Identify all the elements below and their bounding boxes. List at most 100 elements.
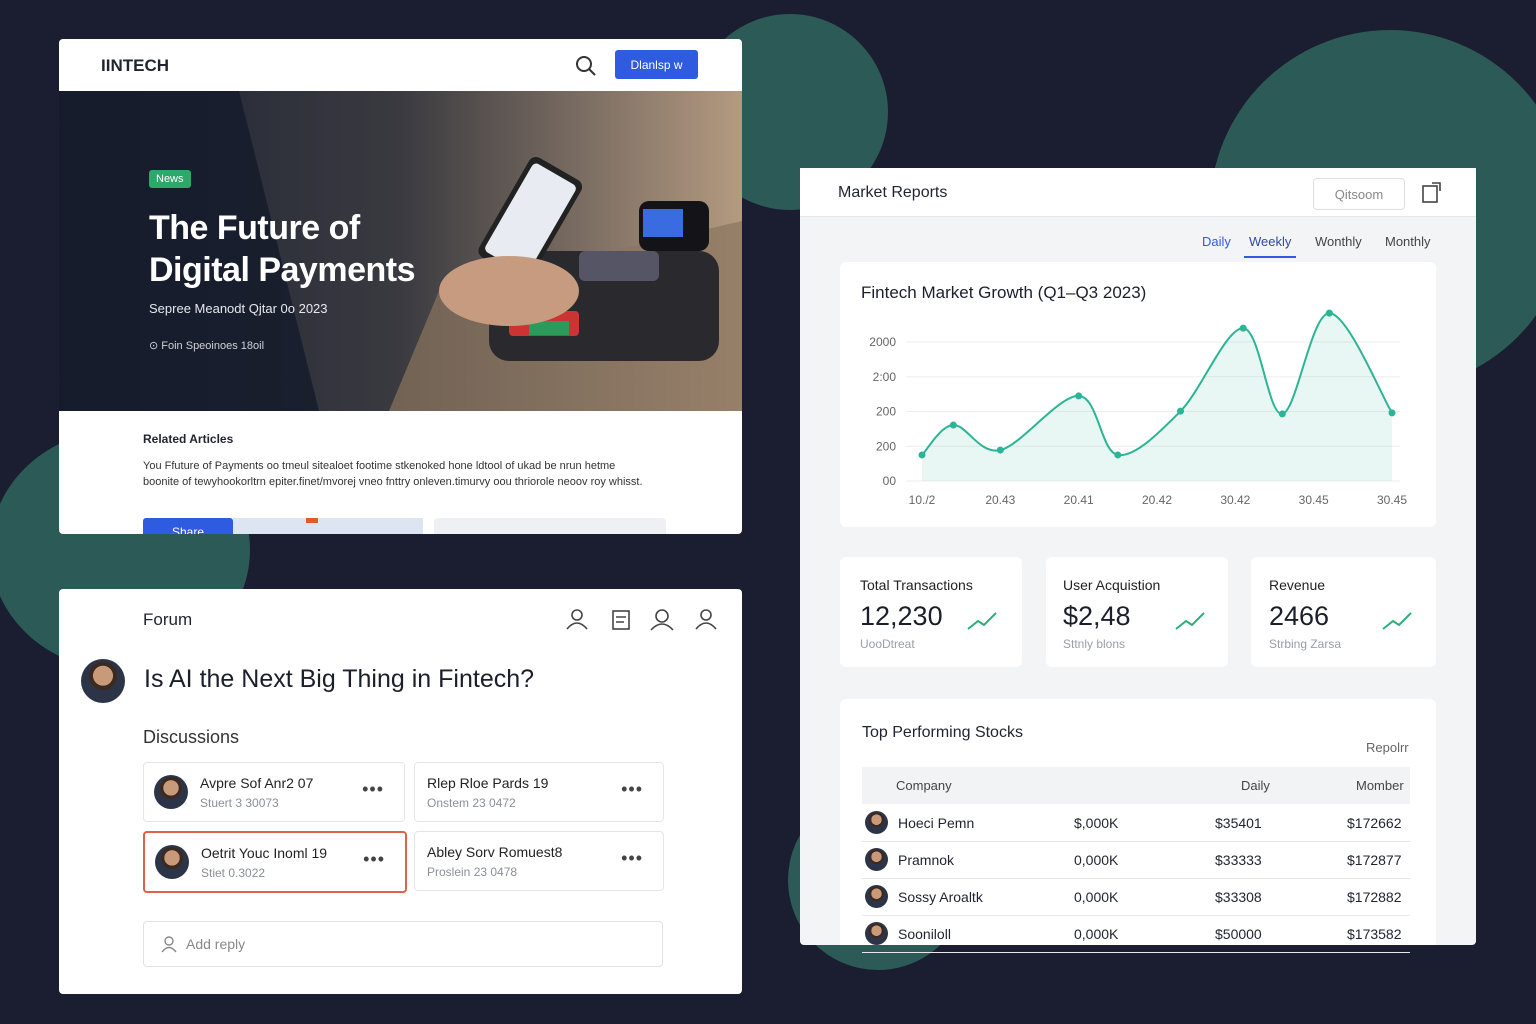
- table-row[interactable]: Hoeci Pemn $,000K $35401 $172662: [862, 804, 1410, 842]
- hero-title: The Future of Digital Payments: [149, 209, 415, 289]
- tab-underline: [1244, 256, 1296, 258]
- export-icon[interactable]: [1420, 180, 1444, 206]
- search-icon[interactable]: [575, 55, 597, 77]
- thread[interactable]: Rlep Rloe Pards 19 Onstem 23 0472 •••: [414, 762, 664, 822]
- thread-meta: Onstem 23 0472: [427, 796, 516, 810]
- thread[interactable]: Abley Sorv Romuest8 Proslein 23 0478 •••: [414, 831, 664, 891]
- column-header: Company: [896, 778, 952, 793]
- y-tick-label: 200: [876, 405, 896, 419]
- trend-icon: [967, 612, 997, 630]
- point: [1325, 309, 1333, 317]
- kpi-sub: Strbing Zarsa: [1269, 637, 1342, 651]
- hero-meta: ⊙ Foin Speoinoes 18oil: [149, 340, 265, 352]
- line: [921, 312, 1393, 456]
- table-header: Company Daily Momber: [862, 767, 1410, 804]
- x-tick-label: 20.41: [1064, 493, 1094, 507]
- table-cell: $33308: [1215, 889, 1262, 905]
- table-cell: $50000: [1215, 926, 1262, 942]
- kpi-card: User Acquistion $2,48 Sttnly blons: [1046, 557, 1228, 667]
- kpi-sub: UooDtreat: [860, 637, 915, 651]
- x-tick-label: 20.42: [1142, 493, 1172, 507]
- line-area: [922, 313, 1392, 481]
- table-cell: $172882: [1347, 889, 1402, 905]
- trend-icon: [1382, 612, 1412, 630]
- hero-image: [59, 91, 742, 411]
- x-tick-label: 30.42: [1220, 493, 1250, 507]
- point: [1114, 451, 1122, 459]
- market-title: Market Reports: [838, 184, 948, 201]
- company-avatar: [865, 885, 888, 908]
- discussions-heading: Discussions: [143, 727, 240, 747]
- table-cell: $173582: [1347, 926, 1402, 942]
- thread-name: Oetrit Youc Inoml 19: [201, 845, 328, 861]
- table-cell: $35401: [1215, 815, 1262, 831]
- trend-icon: [1175, 612, 1205, 630]
- more-icon[interactable]: •••: [621, 779, 643, 799]
- brand: IINTECH: [101, 56, 169, 75]
- tab[interactable]: Weekly: [1249, 234, 1292, 249]
- thread-avatar: [154, 775, 188, 809]
- column-header: Daily: [1241, 778, 1270, 793]
- point: [1177, 407, 1184, 415]
- thread-meta: Stuert 3 30073: [200, 796, 279, 810]
- table-row[interactable]: Sossy Aroaltk 0,000K $33308 $172882: [862, 878, 1410, 916]
- y-tick-label: 200: [876, 439, 896, 453]
- kpi-card: Revenue 2466 Strbing Zarsa: [1251, 557, 1436, 667]
- y-tick-label: 2:00: [873, 370, 897, 384]
- tab[interactable]: Daily: [1202, 234, 1231, 249]
- hero-subtitle: Sepree Meanodt Qjtar 0o 2023: [149, 301, 328, 316]
- chart-panel: [840, 262, 1436, 527]
- forum-question: Is AI the Next Big Thing in Fintech?: [144, 665, 535, 693]
- market-header: [800, 168, 1476, 217]
- point: [996, 446, 1004, 454]
- kpi-value: 2466: [1269, 601, 1330, 631]
- table-cell: 0,000K: [1074, 926, 1119, 942]
- thread-meta: Proslein 23 0478: [427, 865, 518, 879]
- kpi-value: $2,48: [1063, 601, 1131, 631]
- tag: News: [149, 170, 191, 188]
- share-button[interactable]: Share: [143, 518, 233, 534]
- x-tick-label: 30.45: [1377, 493, 1407, 507]
- kpi-sub: Sttnly blons: [1063, 637, 1126, 651]
- placeholder-bar: [434, 518, 666, 534]
- stocks-link[interactable]: Repolrr: [1366, 740, 1409, 755]
- point: [1278, 410, 1286, 418]
- x-tick-label: 20.43: [985, 493, 1015, 507]
- company-avatar: [865, 811, 888, 834]
- forum-card: Forum Is AI the Next Big Thing in Fintec…: [59, 589, 742, 994]
- thread-name: Avpre Sof Anr2 07: [200, 775, 314, 791]
- table-row[interactable]: Pramnok 0,000K $33333 $172877: [862, 841, 1410, 879]
- thread-name: Rlep Rloe Pards 19: [427, 775, 549, 791]
- placeholder-accent: [306, 518, 318, 523]
- header-button[interactable]: Dlanlsp w: [615, 50, 698, 79]
- table-cell: Pramnok: [898, 852, 955, 868]
- table-cell: Sossy Aroaltk: [898, 889, 983, 905]
- table-cell: Hoeci Pemn: [898, 815, 975, 831]
- more-icon[interactable]: •••: [621, 848, 643, 868]
- table-cell: $172877: [1347, 852, 1402, 868]
- x-tick-label: 30.45: [1299, 493, 1329, 507]
- kpi-card: Total Transactions 12,230 UooDtreat: [840, 557, 1022, 667]
- column-header: Momber: [1356, 778, 1404, 793]
- thread-selected[interactable]: Oetrit Youc Inoml 19 Stiet 0.3022 •••: [143, 831, 407, 893]
- reply-input[interactable]: Add reply: [143, 921, 663, 967]
- table-cell: 0,000K: [1074, 852, 1119, 868]
- tab[interactable]: Wonthly: [1315, 234, 1362, 249]
- more-icon[interactable]: •••: [363, 849, 385, 869]
- forum-icons[interactable]: [564, 607, 724, 633]
- more-icon[interactable]: •••: [362, 779, 384, 799]
- table-row[interactable]: Sooniloll 0,000K $50000 $173582: [862, 915, 1410, 953]
- search-box[interactable]: Qitsoom: [1313, 178, 1405, 210]
- thread-avatar: [155, 845, 189, 879]
- kpi-label: Total Transactions: [860, 577, 973, 593]
- table-cell: Sooniloll: [898, 926, 951, 942]
- table-cell: $172662: [1347, 815, 1402, 831]
- point: [1388, 409, 1396, 417]
- kpi-label: Revenue: [1269, 577, 1326, 593]
- tab[interactable]: Monthly: [1385, 234, 1431, 249]
- kpi-label: User Acquistion: [1063, 577, 1161, 593]
- point: [918, 451, 926, 459]
- thread[interactable]: Avpre Sof Anr2 07 Stuert 3 30073 •••: [143, 762, 405, 822]
